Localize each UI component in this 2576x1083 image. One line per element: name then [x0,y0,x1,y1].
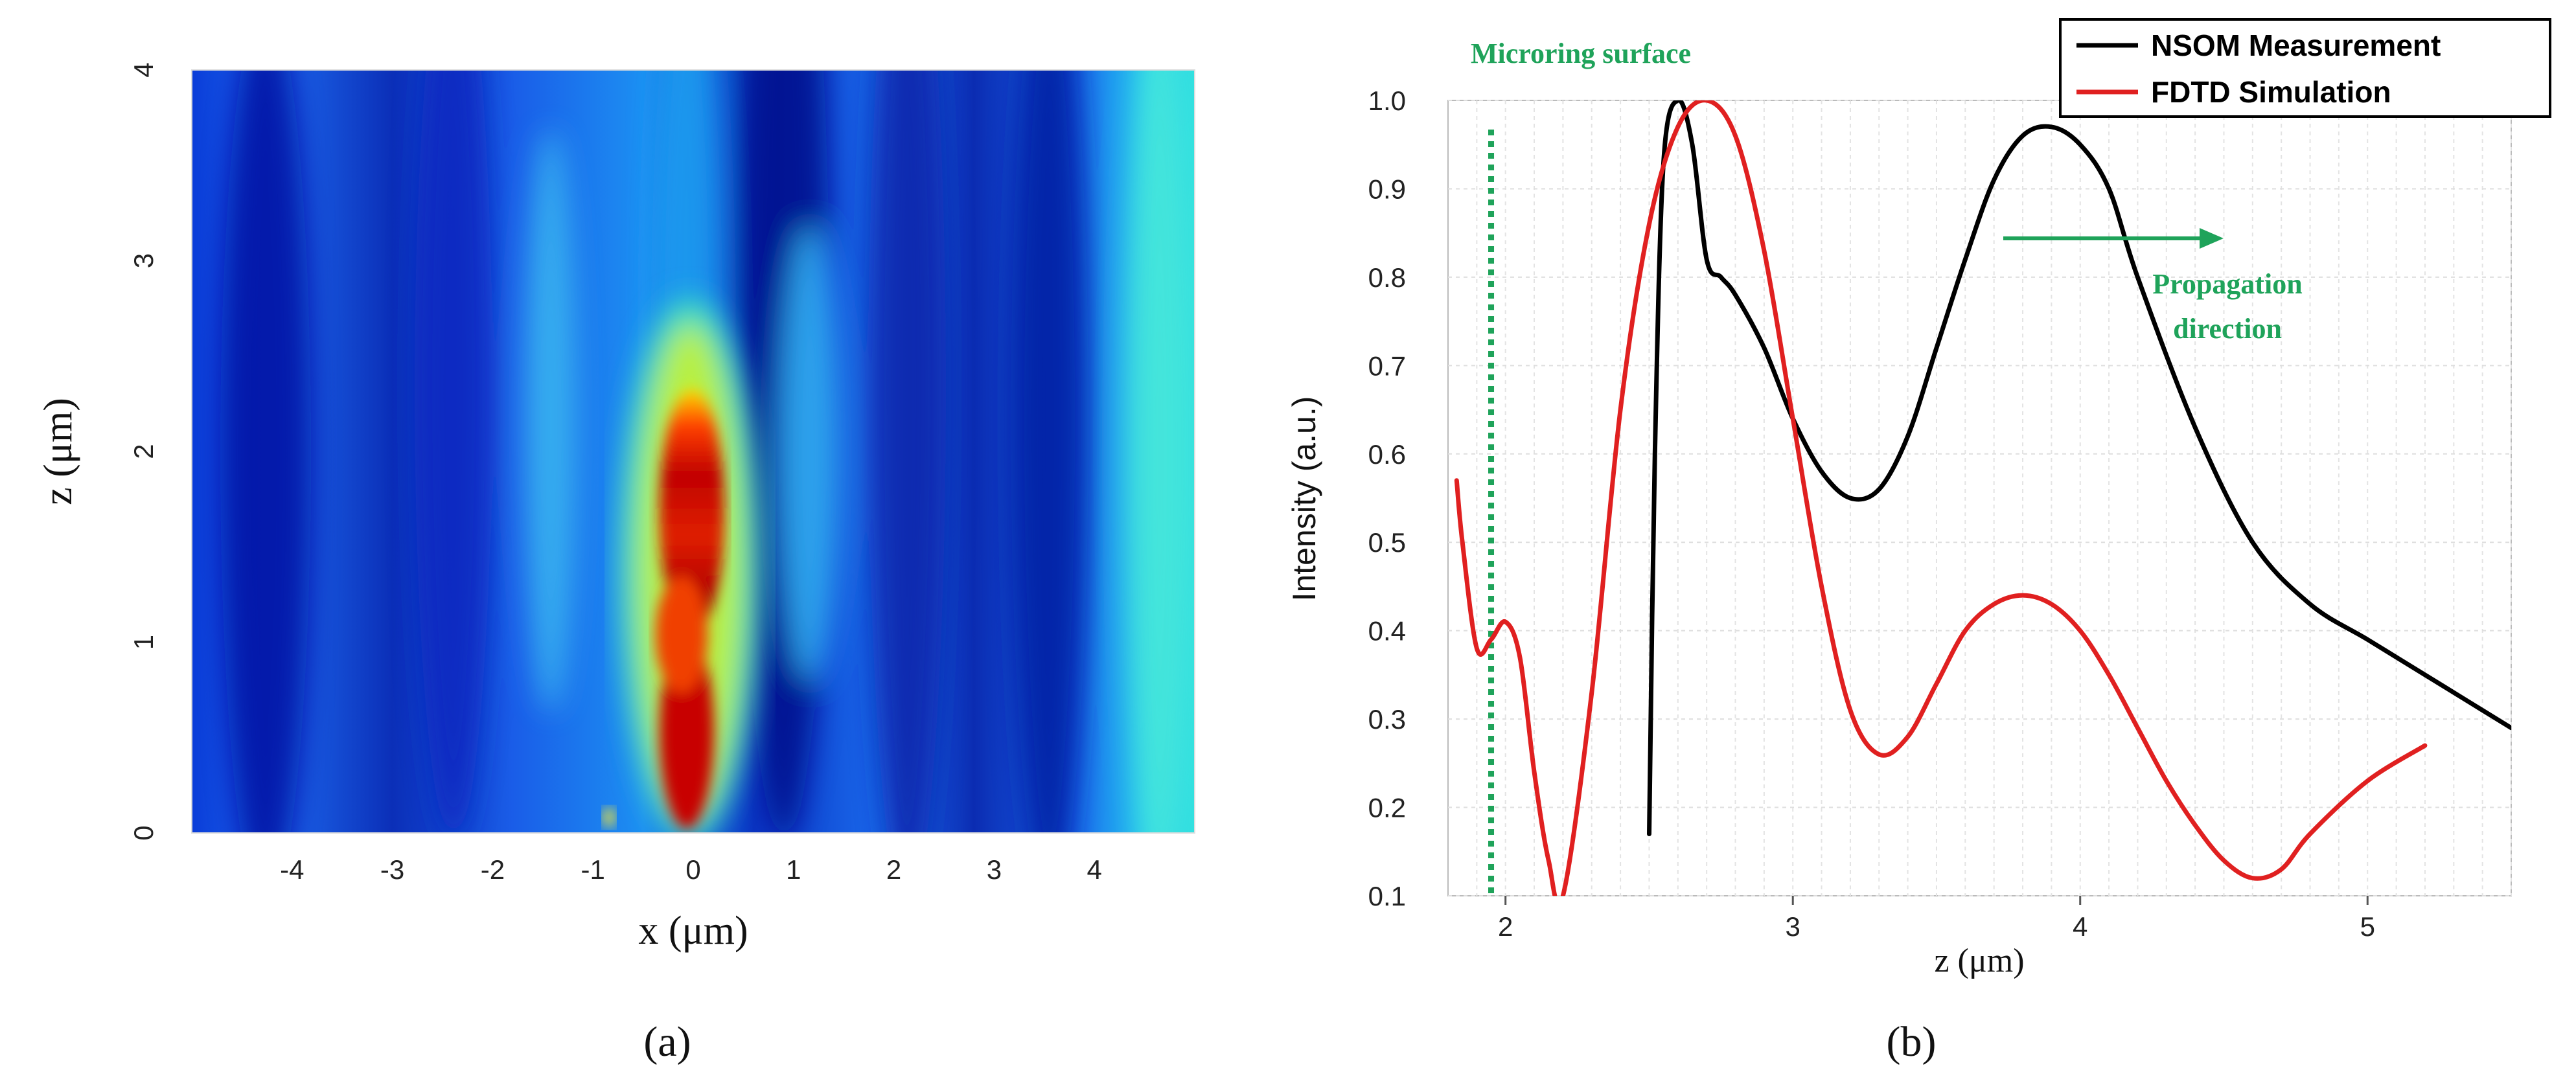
panel-b-y-tick-label: 0.3 [1368,704,1406,735]
panel-b-x-axis-label: z (μm) [1934,942,2024,979]
panel-a-y-tick-label: 3 [128,253,159,268]
propagation-label-line1: Propagation [2152,268,2302,300]
panel-a-x-tick-label: 2 [886,854,901,885]
panel-a-x-tick-label: -2 [481,854,505,885]
series-nsom-measurement [1647,100,2511,836]
panel-a-y-tick-label: 0 [128,825,159,840]
panel-b-x-tick-label: 5 [2360,911,2375,942]
panel-a-x-tick-label: 1 [786,854,801,885]
panel-a-x-tick-label: -3 [380,854,404,885]
panel-b-x-tick-label: 4 [2073,911,2087,942]
panel-b-y-axis-label: Intensity (a.u.) [1286,396,1322,602]
panel-a-y-axis-label: z (μm) [36,398,80,505]
panel-a-y-tick-label: 4 [128,62,159,77]
panel-b-y-tick-label: 0.8 [1368,262,1406,293]
panel-b-x-tick-label: 3 [1786,911,1800,942]
panel-b-y-tick-label: 1.0 [1368,86,1406,116]
panel-b-y-tick-label: 0.9 [1368,174,1406,204]
panel-a-x-tick-label: 3 [987,854,1002,885]
propagation-label-line2: direction [2173,313,2282,345]
panel-b-y-tick-label: 0.5 [1368,527,1406,558]
series-fdtd-simulation [1454,100,2428,896]
panel-b-y-ticks: 0.1 0.2 0.3 0.4 0.5 0.6 0.7 0.8 0.9 1.0 [1368,86,1406,911]
panel-b-caption: (b) [1887,1018,1937,1066]
heatmap-field [192,70,1195,833]
legend: NSOM Measurement FDTD Simulation [2059,18,2551,118]
panel-b-x-tick-label: 2 [1498,911,1513,942]
panel-a-x-ticks: -4 -3 -2 -1 0 1 2 3 4 [280,854,1102,885]
panel-a-x-axis-label: x (μm) [638,909,748,953]
panel-a-caption: (a) [643,1018,691,1066]
panel-a-x-tick-label: 0 [685,854,700,885]
panel-a-heatmap: -4 -3 -2 -1 0 1 2 3 4 0 1 2 3 4 x (μm) z (μm) (a) [36,62,1195,1066]
legend-label-nsom: NSOM Measurement [2151,28,2441,62]
panel-a-x-tick-label: -1 [581,854,605,885]
panel-b-y-tick-label: 0.2 [1368,793,1406,823]
legend-label-fdtd: FDTD Simulation [2151,75,2391,109]
propagation-arrow [2003,228,2224,249]
panel-b-grid [1448,100,2512,896]
microring-surface-label: Microring surface [1471,38,1691,69]
panel-b-y-tick-label: 0.6 [1368,439,1406,470]
panel-a-y-tick-label: 2 [128,444,159,459]
panel-b-y-tick-label: 0.7 [1368,350,1406,381]
panel-b-y-tick-label: 0.4 [1368,616,1406,646]
panel-a-x-tick-label: 4 [1087,854,1102,885]
panel-a-y-ticks: 0 1 2 3 4 [128,62,159,840]
panel-a-x-tick-label: -4 [280,854,304,885]
panel-b-x-ticks: 2 3 4 5 [1498,896,2375,942]
panel-b-y-tick-label: 0.1 [1368,881,1406,911]
panel-a-y-tick-label: 1 [128,635,159,650]
panel-b-line-chart: 2 3 4 5 0.1 0.2 0.3 0.4 0.5 0.6 0.7 0.8 0.9 1.0 Micr… [1286,18,2551,1066]
